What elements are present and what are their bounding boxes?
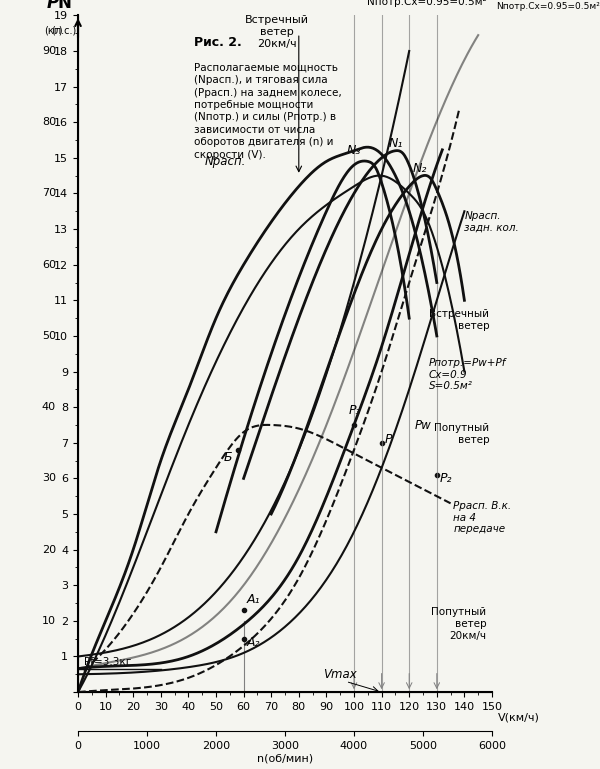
Text: N₁: N₁ <box>388 137 403 150</box>
Text: Pw: Pw <box>415 418 431 431</box>
Text: 20: 20 <box>42 544 56 554</box>
Text: Ррасп. В.к.
на 4
передаче: Ррасп. В.к. на 4 передаче <box>454 501 511 534</box>
Text: P: P <box>47 0 59 12</box>
Text: N₃: N₃ <box>347 145 361 158</box>
Text: (л.с.): (л.с.) <box>52 25 77 35</box>
Text: Nпотр.Cx=0.95=0.5м²: Nпотр.Cx=0.95=0.5м² <box>367 0 487 7</box>
Text: 50: 50 <box>42 331 56 341</box>
Text: Pпотр.=Pw+Pf
Cx=0.9
S=0.5м²: Pпотр.=Pw+Pf Cx=0.9 S=0.5м² <box>428 358 506 391</box>
Text: A₂: A₂ <box>247 636 260 649</box>
Text: 70: 70 <box>42 188 56 198</box>
Text: Располагаемые мощность
(Nрасп.), и тяговая сила
(Ррасп.) на заднем колесе,
потре: Располагаемые мощность (Nрасп.), и тягов… <box>194 63 341 159</box>
Text: Встречный
ветер: Встречный ветер <box>429 309 489 331</box>
Text: Nпотр.Cx=0.95=0.5м²: Nпотр.Cx=0.95=0.5м² <box>496 2 600 11</box>
Text: 10: 10 <box>42 616 56 626</box>
Text: P: P <box>385 433 392 446</box>
Text: V(км/ч): V(км/ч) <box>497 712 539 722</box>
Text: (кг): (кг) <box>44 25 62 35</box>
Text: Рис. 2.: Рис. 2. <box>194 35 242 48</box>
Text: P₃: P₃ <box>349 404 361 418</box>
Text: P₂: P₂ <box>440 472 452 485</box>
Text: Nрасп.: Nрасп. <box>205 155 247 168</box>
Text: Vmax: Vmax <box>323 667 357 681</box>
Text: 80: 80 <box>42 117 56 127</box>
Text: Встречный
ветер
20км/ч: Встречный ветер 20км/ч <box>245 15 309 48</box>
Text: 90: 90 <box>42 46 56 56</box>
Text: 40: 40 <box>42 402 56 412</box>
Text: Б: Б <box>224 451 233 464</box>
Text: Pf=3.3кг: Pf=3.3кг <box>83 657 131 667</box>
Text: N₂: N₂ <box>413 162 427 175</box>
X-axis label: n(об/мин): n(об/мин) <box>257 754 313 764</box>
Text: Попутный
ветер: Попутный ветер <box>434 423 489 444</box>
Text: A₁: A₁ <box>247 593 260 606</box>
Text: Nрасп.
задн. кол.: Nрасп. задн. кол. <box>464 211 519 233</box>
Text: Попутный
ветер
20км/ч: Попутный ветер 20км/ч <box>431 608 487 641</box>
Text: N: N <box>57 0 71 12</box>
Text: 30: 30 <box>42 474 56 484</box>
Text: 60: 60 <box>42 260 56 270</box>
